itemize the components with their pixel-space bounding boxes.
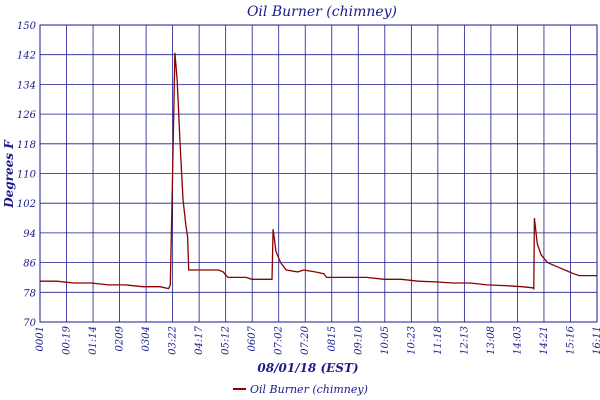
x-tick-label: 13:08: [486, 326, 497, 355]
y-tick-label: 70: [23, 318, 36, 329]
x-tick-label: 16:11: [592, 326, 600, 355]
y-tick-label: 94: [23, 229, 36, 240]
x-tick-label: 0607: [247, 325, 258, 351]
series-line-oil-burner: [40, 52, 597, 290]
y-tick-label: 78: [23, 288, 36, 299]
y-tick-label: 134: [17, 80, 36, 91]
chart-title: Oil Burner (chimney): [247, 4, 397, 20]
y-tick-label: 126: [17, 110, 37, 121]
x-tick-labels: 0001 00:19 01:14 0209 0304 03:22 04:17 05:12 060…: [35, 325, 600, 354]
y-tick-label: 110: [17, 170, 37, 181]
x-gridlines: [66, 25, 571, 322]
x-tick-label: 05:12: [221, 326, 232, 355]
x-tick-label: 04:17: [194, 325, 205, 354]
x-tick-label: 15:16: [565, 325, 576, 354]
y-tick-label: 150: [17, 21, 37, 32]
x-tick-label: 14:03: [512, 326, 523, 355]
y-tick-label: 102: [17, 199, 36, 210]
x-tick-label: 01:14: [88, 326, 99, 355]
y-tick-label: 142: [17, 51, 36, 62]
x-axis-label: 08/01/18 (EST): [257, 361, 358, 375]
y-tick-labels: 70 78 86 94 102 110 118 126 134 142 150: [17, 21, 37, 329]
x-tick-label: 03:22: [168, 326, 179, 355]
x-tick-label: 10:05: [380, 326, 391, 355]
x-tick-label: 12:13: [459, 326, 470, 355]
x-tick-label: 07:02: [274, 326, 285, 355]
y-tick-label: 86: [23, 259, 36, 270]
y-axis-label: Degrees F: [2, 139, 16, 209]
y-gridlines: [40, 54, 597, 293]
legend: Oil Burner (chimney): [233, 383, 368, 396]
x-tick-label: 07:20: [300, 325, 311, 354]
legend-label: Oil Burner (chimney): [250, 383, 368, 396]
x-tick-label: 14:21: [539, 326, 550, 355]
x-tick-label: 00:19: [62, 325, 73, 354]
x-tick-label: 0815: [327, 326, 338, 351]
y-tick-label: 118: [17, 140, 36, 151]
x-tick-label: 0209: [115, 325, 126, 351]
x-tick-label: 11:18: [433, 326, 444, 355]
x-tick-label: 0001: [35, 326, 46, 351]
x-tick-label: 10:23: [406, 326, 417, 355]
x-tick-label: 0304: [141, 326, 152, 351]
x-tick-label: 09:10: [353, 325, 364, 354]
